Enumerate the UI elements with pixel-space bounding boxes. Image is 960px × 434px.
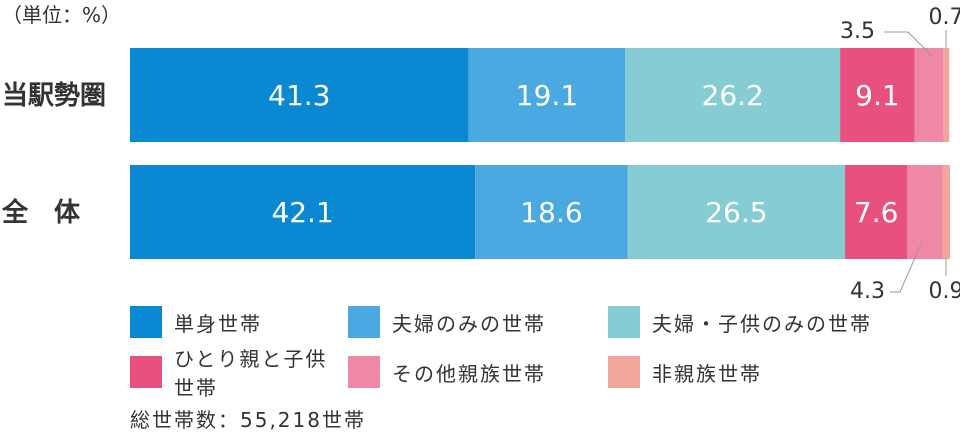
bar-segment bbox=[625, 48, 841, 142]
bar-segment bbox=[468, 48, 626, 142]
data-label: 26.5 bbox=[705, 196, 767, 229]
bar-segment bbox=[942, 165, 950, 259]
legend-swatch bbox=[130, 306, 162, 338]
data-label: 0.9 bbox=[929, 279, 960, 304]
legend-swatch bbox=[608, 306, 640, 338]
legend-label: 単身世帯 bbox=[174, 311, 262, 336]
leader-line bbox=[890, 243, 922, 293]
legend-label: 夫婦・子供のみの世帯 bbox=[652, 311, 872, 336]
legend-item: その他親族世帯 bbox=[348, 356, 608, 388]
data-label: 7.6 bbox=[854, 196, 899, 229]
bar-segment bbox=[475, 165, 628, 259]
legend-item: 夫婦のみの世帯 bbox=[348, 306, 608, 338]
category-label-2: 全 体 bbox=[1, 197, 81, 228]
category-label-1: 当駅勢圏 bbox=[2, 81, 106, 111]
data-label: 3.5 bbox=[840, 19, 875, 44]
leader-line bbox=[884, 31, 933, 57]
legend-swatch bbox=[348, 356, 380, 388]
data-label: 18.6 bbox=[520, 196, 582, 229]
bar-segment bbox=[840, 48, 915, 142]
unit-label: （単位：%） bbox=[2, 3, 121, 27]
bar-segment bbox=[130, 165, 476, 259]
legend-label: 夫婦のみの世帯 bbox=[392, 311, 546, 336]
legend-item: ひとり親と子供世帯 bbox=[130, 347, 348, 400]
data-label: 26.2 bbox=[702, 79, 764, 112]
bar-segment bbox=[627, 165, 846, 259]
legend-label: その他親族世帯 bbox=[392, 361, 546, 386]
bar-segment bbox=[943, 48, 950, 142]
legend-label: ひとり親と子供世帯 bbox=[174, 347, 328, 400]
data-label: 4.3 bbox=[850, 279, 885, 304]
legend-swatch bbox=[130, 356, 162, 388]
total-households-note: 総世帯数：55,218世帯 bbox=[130, 408, 366, 432]
bar-segment bbox=[907, 165, 943, 259]
legend-item: 非親族世帯 bbox=[608, 356, 928, 388]
legend-label: 非親族世帯 bbox=[652, 361, 762, 386]
data-label: 42.1 bbox=[271, 196, 333, 229]
data-label: 19.1 bbox=[516, 79, 578, 112]
data-label: 9.1 bbox=[855, 79, 900, 112]
bar-segment bbox=[130, 48, 469, 142]
bar-segment bbox=[914, 48, 944, 142]
legend: 単身世帯 夫婦のみの世帯 夫婦・子供のみの世帯ひとり親と子供世帯 その他親族世帯 非親族… bbox=[130, 306, 950, 400]
data-label: 0.7 bbox=[929, 5, 960, 30]
legend-swatch bbox=[608, 356, 640, 388]
bar-segment bbox=[845, 165, 908, 259]
data-label: 41.3 bbox=[268, 79, 330, 112]
legend-item: 夫婦・子供のみの世帯 bbox=[608, 306, 928, 338]
legend-swatch bbox=[348, 306, 380, 338]
legend-item: 単身世帯 bbox=[130, 306, 348, 338]
